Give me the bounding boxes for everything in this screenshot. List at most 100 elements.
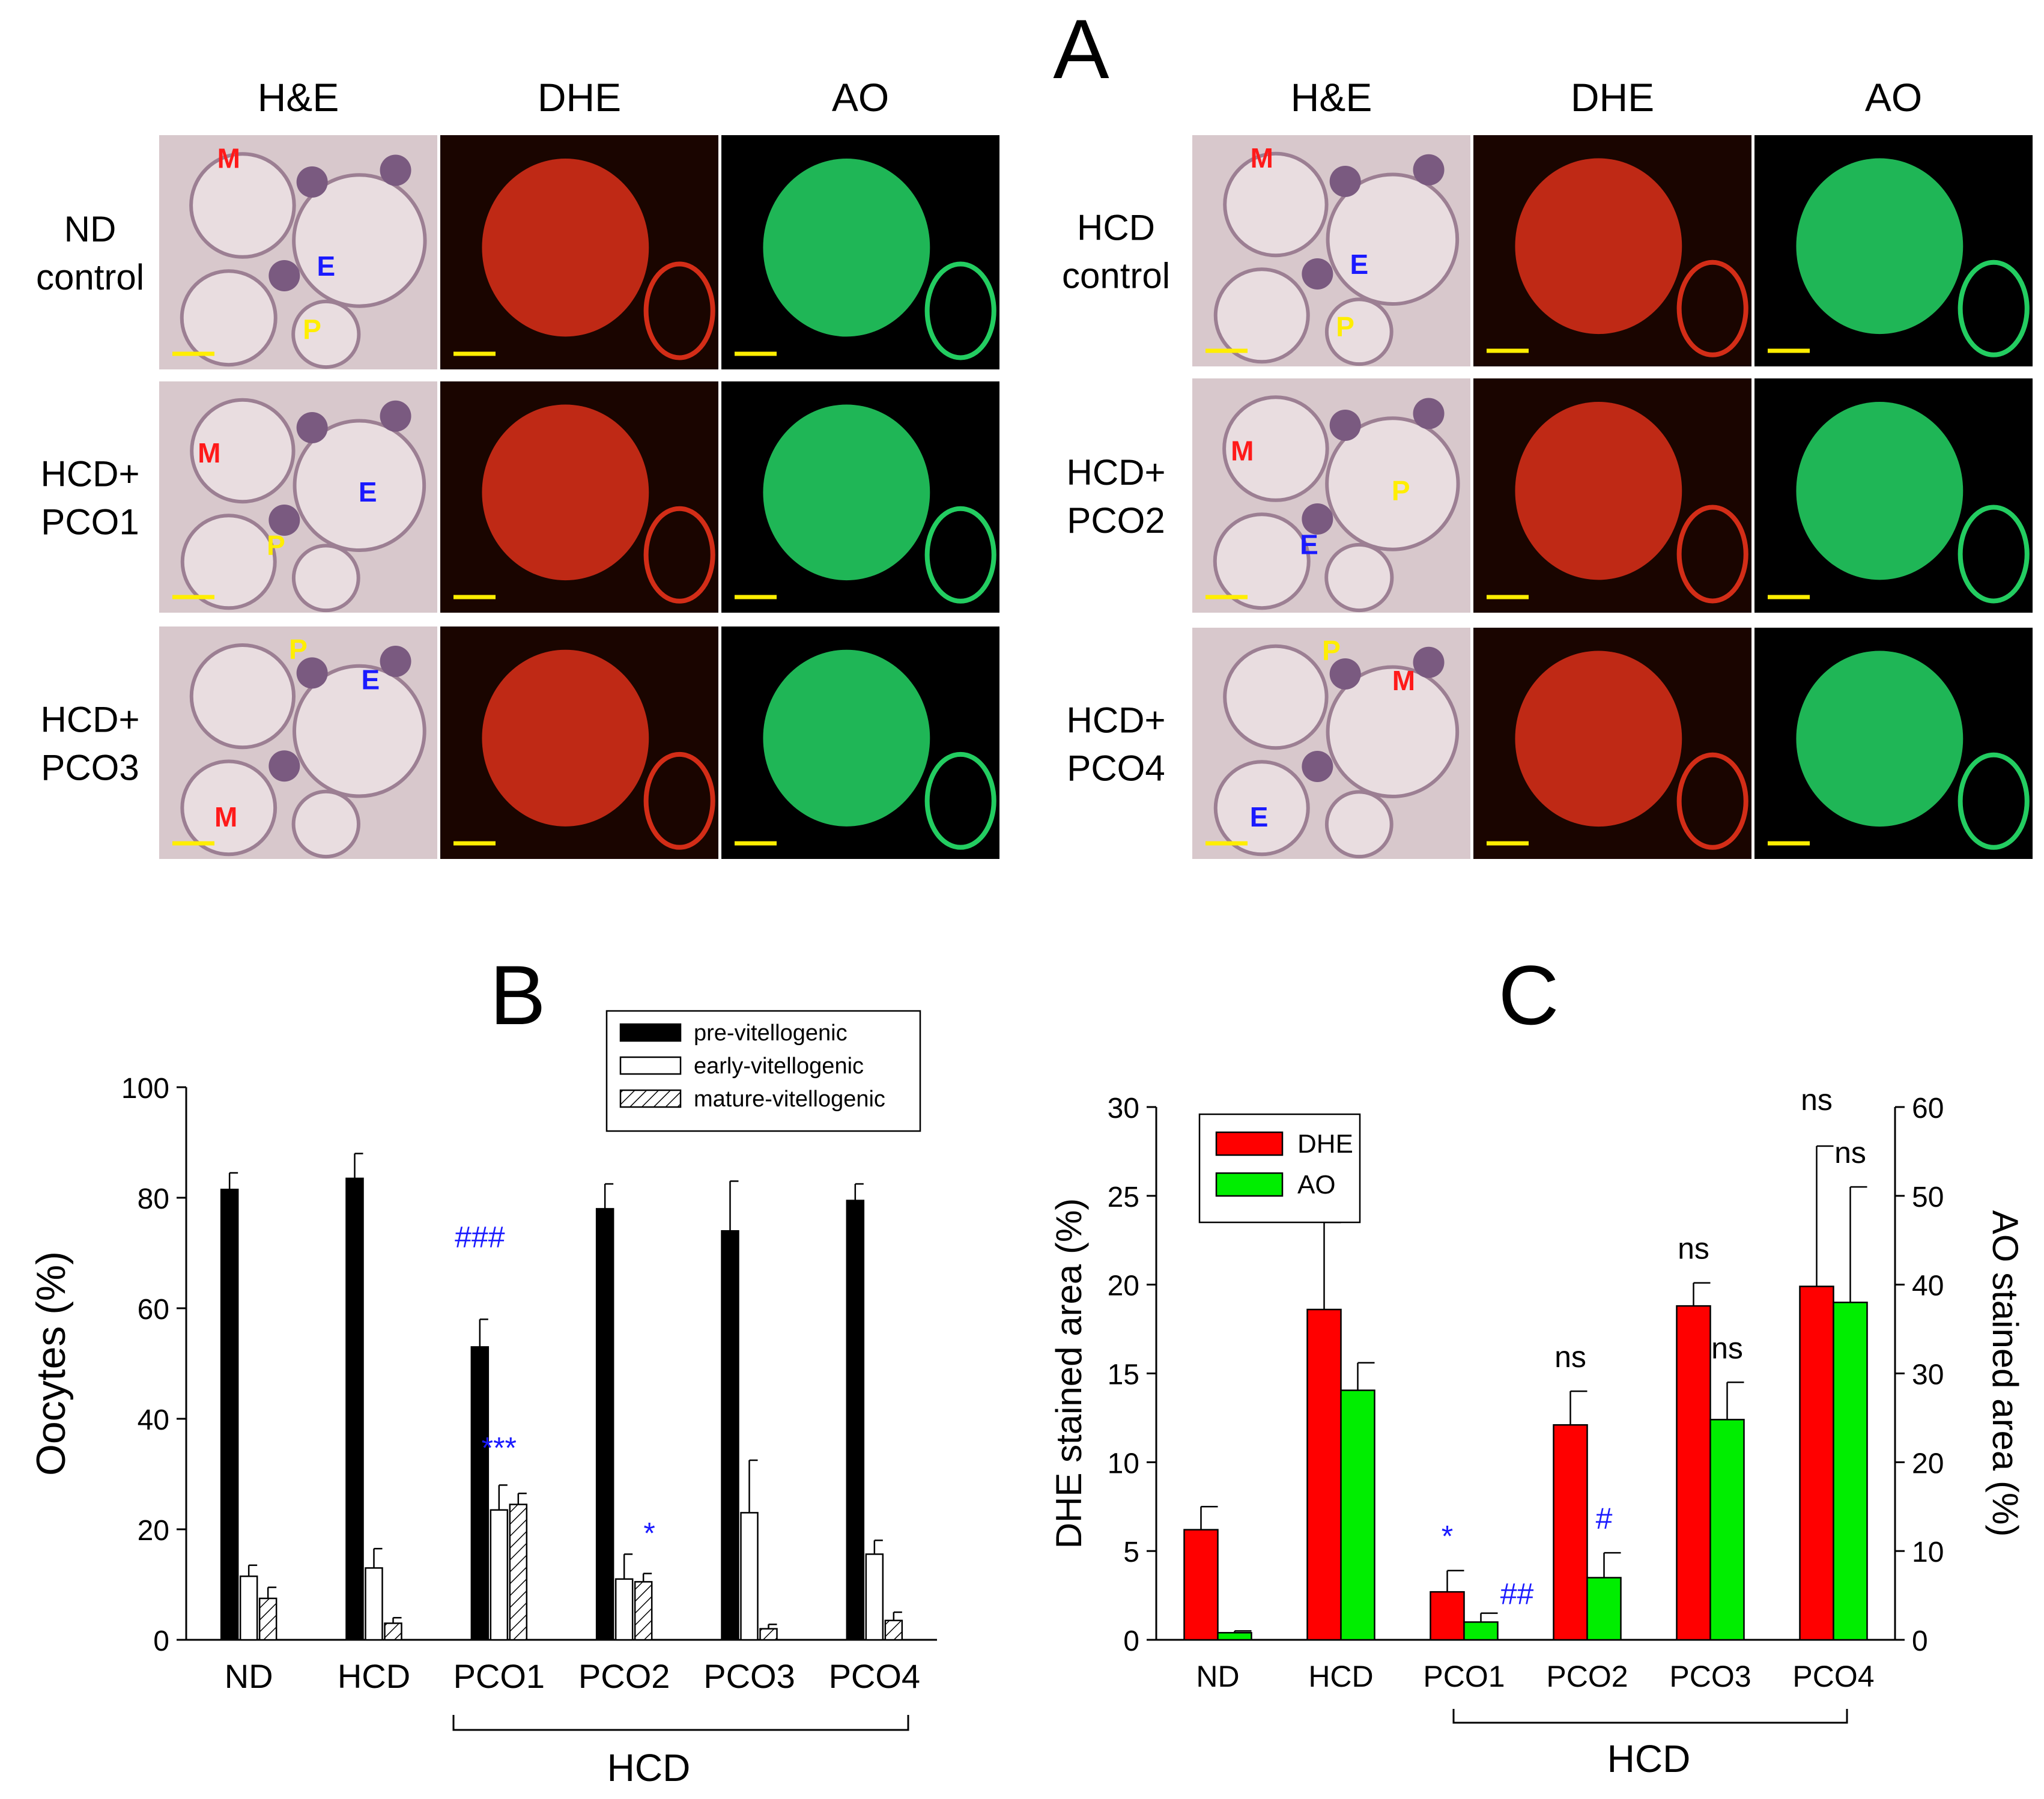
stained-oocyte-shape <box>763 649 930 827</box>
row-label-line2: control <box>36 257 144 297</box>
y-tick-label: 60 <box>138 1294 169 1326</box>
legend-label: DHE <box>1297 1129 1353 1159</box>
x-tick-label: HCD <box>338 1657 410 1695</box>
panel-c-stained-area-chart: C 0 5 10 15 20 25 30 0 10 20 30 40 50 60 DHE stained a… <box>1049 948 2025 1780</box>
y-tick-label: 20 <box>138 1515 169 1547</box>
x-tick-label: PCO1 <box>1423 1660 1505 1693</box>
follicle-marker: M <box>198 437 220 469</box>
small-oocyte-shape <box>1329 658 1361 690</box>
stained-oocyte-shape <box>482 649 649 827</box>
y-tick-label: 5 <box>1123 1537 1139 1568</box>
legend-label: early-vitellogenic <box>694 1054 864 1079</box>
follicle-shape <box>1326 172 1460 306</box>
panel-b-oocyte-chart: B 0 20 40 60 80 100 Oocytes (%) ND HCD PCO1 PCO2 PC… <box>28 948 937 1789</box>
bar-pre-vitellogenic <box>345 1177 364 1641</box>
small-oocyte-shape <box>380 154 411 186</box>
y-tick-label: 0 <box>1123 1625 1139 1657</box>
stained-follicle-shape <box>643 506 715 604</box>
row-label-line1: ND <box>64 209 117 249</box>
stained-follicle-shape <box>924 751 996 850</box>
bar-mature-vitellogenic <box>884 1619 903 1641</box>
follicle-marker: E <box>1300 529 1318 560</box>
stained-follicle-shape <box>924 506 996 604</box>
small-oocyte-shape <box>1302 258 1333 290</box>
row-label-line2: PCO4 <box>1067 748 1165 789</box>
y-tick-label: 100 <box>121 1073 169 1105</box>
y-axis-title: Oocytes (%) <box>28 1251 74 1476</box>
significance-marker: # <box>1596 1502 1613 1535</box>
y-tick-label: 40 <box>138 1404 169 1436</box>
bar-DHE <box>1676 1305 1711 1641</box>
follicle-shape <box>180 514 277 610</box>
follicle-shape <box>1223 151 1329 258</box>
column-header: AO <box>832 75 889 120</box>
dhe-micrograph <box>1473 628 1751 859</box>
follicle-shape <box>180 269 277 367</box>
x-tick-label: PCO2 <box>578 1657 670 1695</box>
significance-marker: ns <box>1801 1083 1833 1117</box>
stained-follicle-shape <box>1676 505 1748 604</box>
legend-label: mature-vitellogenic <box>694 1087 885 1112</box>
small-oocyte-shape <box>1302 751 1333 782</box>
bar-early-vitellogenic <box>865 1553 884 1641</box>
column-header: H&E <box>258 75 339 120</box>
follicle-marker: M <box>217 143 240 174</box>
x-tick-label: ND <box>1196 1660 1239 1693</box>
significance-marker: *** <box>482 1431 517 1464</box>
y2-tick-label: 50 <box>1912 1182 1944 1213</box>
bar-AO <box>1833 1301 1868 1641</box>
follicle-shape <box>291 299 361 369</box>
y-tick-label: 10 <box>1108 1448 1139 1479</box>
follicle-shape <box>1325 416 1460 551</box>
panel-a-letter: A <box>1053 2 1109 96</box>
small-oocyte-shape <box>268 505 300 536</box>
stained-oocyte-shape <box>1515 651 1682 827</box>
bar-AO <box>1463 1621 1499 1641</box>
panel-b-group-label: HCD <box>607 1746 691 1789</box>
row-label-line2: PCO2 <box>1067 500 1165 541</box>
follicle-shape <box>190 398 296 504</box>
bar-mature-vitellogenic <box>634 1581 653 1641</box>
row-label-line1: HCD+ <box>1066 700 1165 741</box>
y2-tick-label: 10 <box>1912 1537 1944 1568</box>
bar-early-vitellogenic <box>365 1567 383 1641</box>
row-label-line2: PCO1 <box>41 502 139 542</box>
bar-DHE <box>1430 1591 1465 1641</box>
stained-oocyte-shape <box>1515 158 1682 335</box>
stained-follicle-shape <box>1676 752 1748 850</box>
significance-marker: * <box>643 1517 655 1550</box>
column-header: DHE <box>538 75 621 120</box>
follicle-marker: P <box>303 314 321 345</box>
bar-DHE <box>1306 1308 1342 1641</box>
follicle-shape <box>1213 760 1310 857</box>
bar-pre-vitellogenic <box>220 1188 239 1641</box>
significance-marker: ns <box>1711 1331 1743 1365</box>
stained-follicle-shape <box>643 751 715 850</box>
small-oocyte-shape <box>1302 503 1333 535</box>
group-bracket <box>452 1715 909 1731</box>
follicle-marker: M <box>214 801 237 833</box>
small-oocyte-shape <box>380 400 411 432</box>
x-tick-label: PCO4 <box>829 1657 921 1695</box>
significance-marker: ns <box>1834 1136 1866 1170</box>
x-tick-label: ND <box>225 1657 273 1695</box>
bar-AO <box>1340 1389 1375 1641</box>
legend-swatch <box>619 1023 682 1042</box>
stained-oocyte-shape <box>482 404 649 581</box>
bar-pre-vitellogenic <box>470 1346 490 1641</box>
legend-swatch <box>619 1089 682 1108</box>
bar-early-vitellogenic <box>740 1512 759 1641</box>
x-tick-label: PCO3 <box>703 1657 795 1695</box>
stained-follicle-shape <box>1676 259 1748 357</box>
bar-pre-vitellogenic <box>846 1200 865 1641</box>
bar-DHE <box>1553 1424 1588 1641</box>
follicle-shape <box>293 419 426 553</box>
ao-micrograph <box>721 626 999 859</box>
follicle-marker: P <box>1322 635 1341 666</box>
x-tick-label: PCO1 <box>453 1657 545 1695</box>
significance-marker: ## <box>1500 1577 1534 1611</box>
bar-mature-vitellogenic <box>384 1622 402 1641</box>
small-oocyte-shape <box>380 646 411 678</box>
dhe-micrograph <box>440 135 718 369</box>
